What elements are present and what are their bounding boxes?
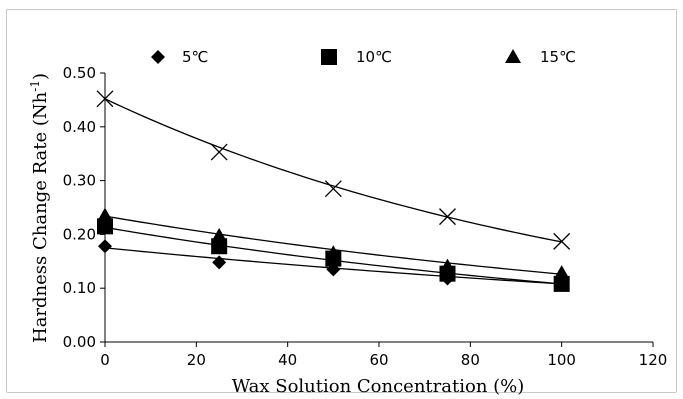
y-tick-label: 0.00	[63, 333, 96, 351]
x-tick-label: 0	[100, 351, 110, 369]
marker-unlabeled	[96, 90, 114, 108]
x-tick-label: 80	[461, 351, 480, 369]
marker-15c	[97, 207, 113, 222]
data-markers	[96, 90, 571, 292]
legend-item-5c: 5℃	[151, 48, 208, 66]
marker-15c	[553, 265, 570, 280]
legend-label-15c: 15℃	[540, 48, 576, 66]
legend-item-15c: 15℃	[505, 48, 576, 66]
marker-10c	[553, 275, 570, 292]
y-tick-label: 0.30	[63, 172, 96, 190]
marker-10c	[97, 218, 113, 235]
y-tick-label: 0.20	[63, 225, 96, 243]
legend-marker-triangle	[505, 49, 521, 63]
legend-item-10c: 10℃	[321, 48, 392, 66]
y-tick-label: 0.50	[63, 64, 96, 82]
marker-15c	[211, 228, 228, 243]
y-tick-label: 0.40	[63, 118, 96, 136]
marker-10c	[211, 238, 228, 255]
marker-5c	[98, 239, 112, 254]
x-tick-label: 40	[278, 351, 297, 369]
legend: 5℃ 10℃ 15℃	[151, 48, 576, 66]
y-tick-label: 0.10	[63, 279, 96, 297]
x-axis-title: Wax Solution Concentration (%)	[232, 376, 525, 397]
x-tick-label: 100	[547, 351, 576, 369]
legend-label-5c: 5℃	[182, 48, 208, 66]
marker-unlabeled	[553, 232, 571, 250]
chart-frame	[6, 9, 677, 393]
marker-5c	[212, 255, 227, 270]
legend-label-10c: 10℃	[356, 48, 392, 66]
marker-unlabeled	[210, 143, 228, 161]
trendline-unlabeled	[104, 98, 562, 243]
legend-marker-square	[321, 49, 337, 65]
x-tick-label: 60	[369, 351, 388, 369]
marker-unlabeled	[439, 208, 456, 226]
x-tick-label: 20	[187, 351, 206, 369]
marker-15c	[439, 258, 456, 273]
axes: 0.00 0.10 0.20 0.30 0.40 0.50 0 20 40 60 80 100 120	[63, 64, 668, 369]
legend-marker-diamond	[151, 50, 165, 64]
marker-unlabeled	[324, 180, 342, 198]
marker-15c	[325, 245, 342, 260]
y-axis-title: Hardness Change Rate (Nh-1)	[28, 73, 51, 343]
x-tick-label: 120	[639, 351, 668, 369]
